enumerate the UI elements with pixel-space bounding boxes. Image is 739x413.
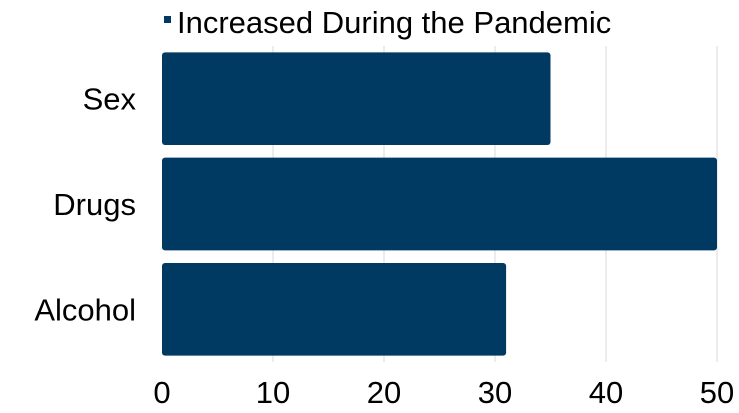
category-label-sex: Sex [83, 82, 137, 117]
bar-sex [162, 52, 551, 146]
x-tick-labels: 0 10 20 30 40 50 [153, 375, 734, 410]
legend-label: Increased During the Pandemic [177, 5, 611, 40]
legend-swatch [164, 16, 171, 23]
category-label-alcohol: Alcohol [34, 292, 136, 327]
legend: Increased During the Pandemic [164, 5, 611, 40]
x-tick-label-20: 20 [367, 375, 401, 410]
x-tick-label-40: 40 [589, 375, 623, 410]
category-label-drugs: Drugs [53, 187, 136, 222]
x-tick-label-50: 50 [700, 375, 734, 410]
bar-alcohol [162, 262, 507, 356]
bars [162, 52, 717, 356]
x-tick-label-0: 0 [153, 375, 170, 410]
x-tick-label-10: 10 [256, 375, 290, 410]
category-labels: Sex Drugs Alcohol [34, 82, 136, 328]
x-tick-label-30: 30 [478, 375, 512, 410]
bar-drugs [162, 157, 717, 251]
